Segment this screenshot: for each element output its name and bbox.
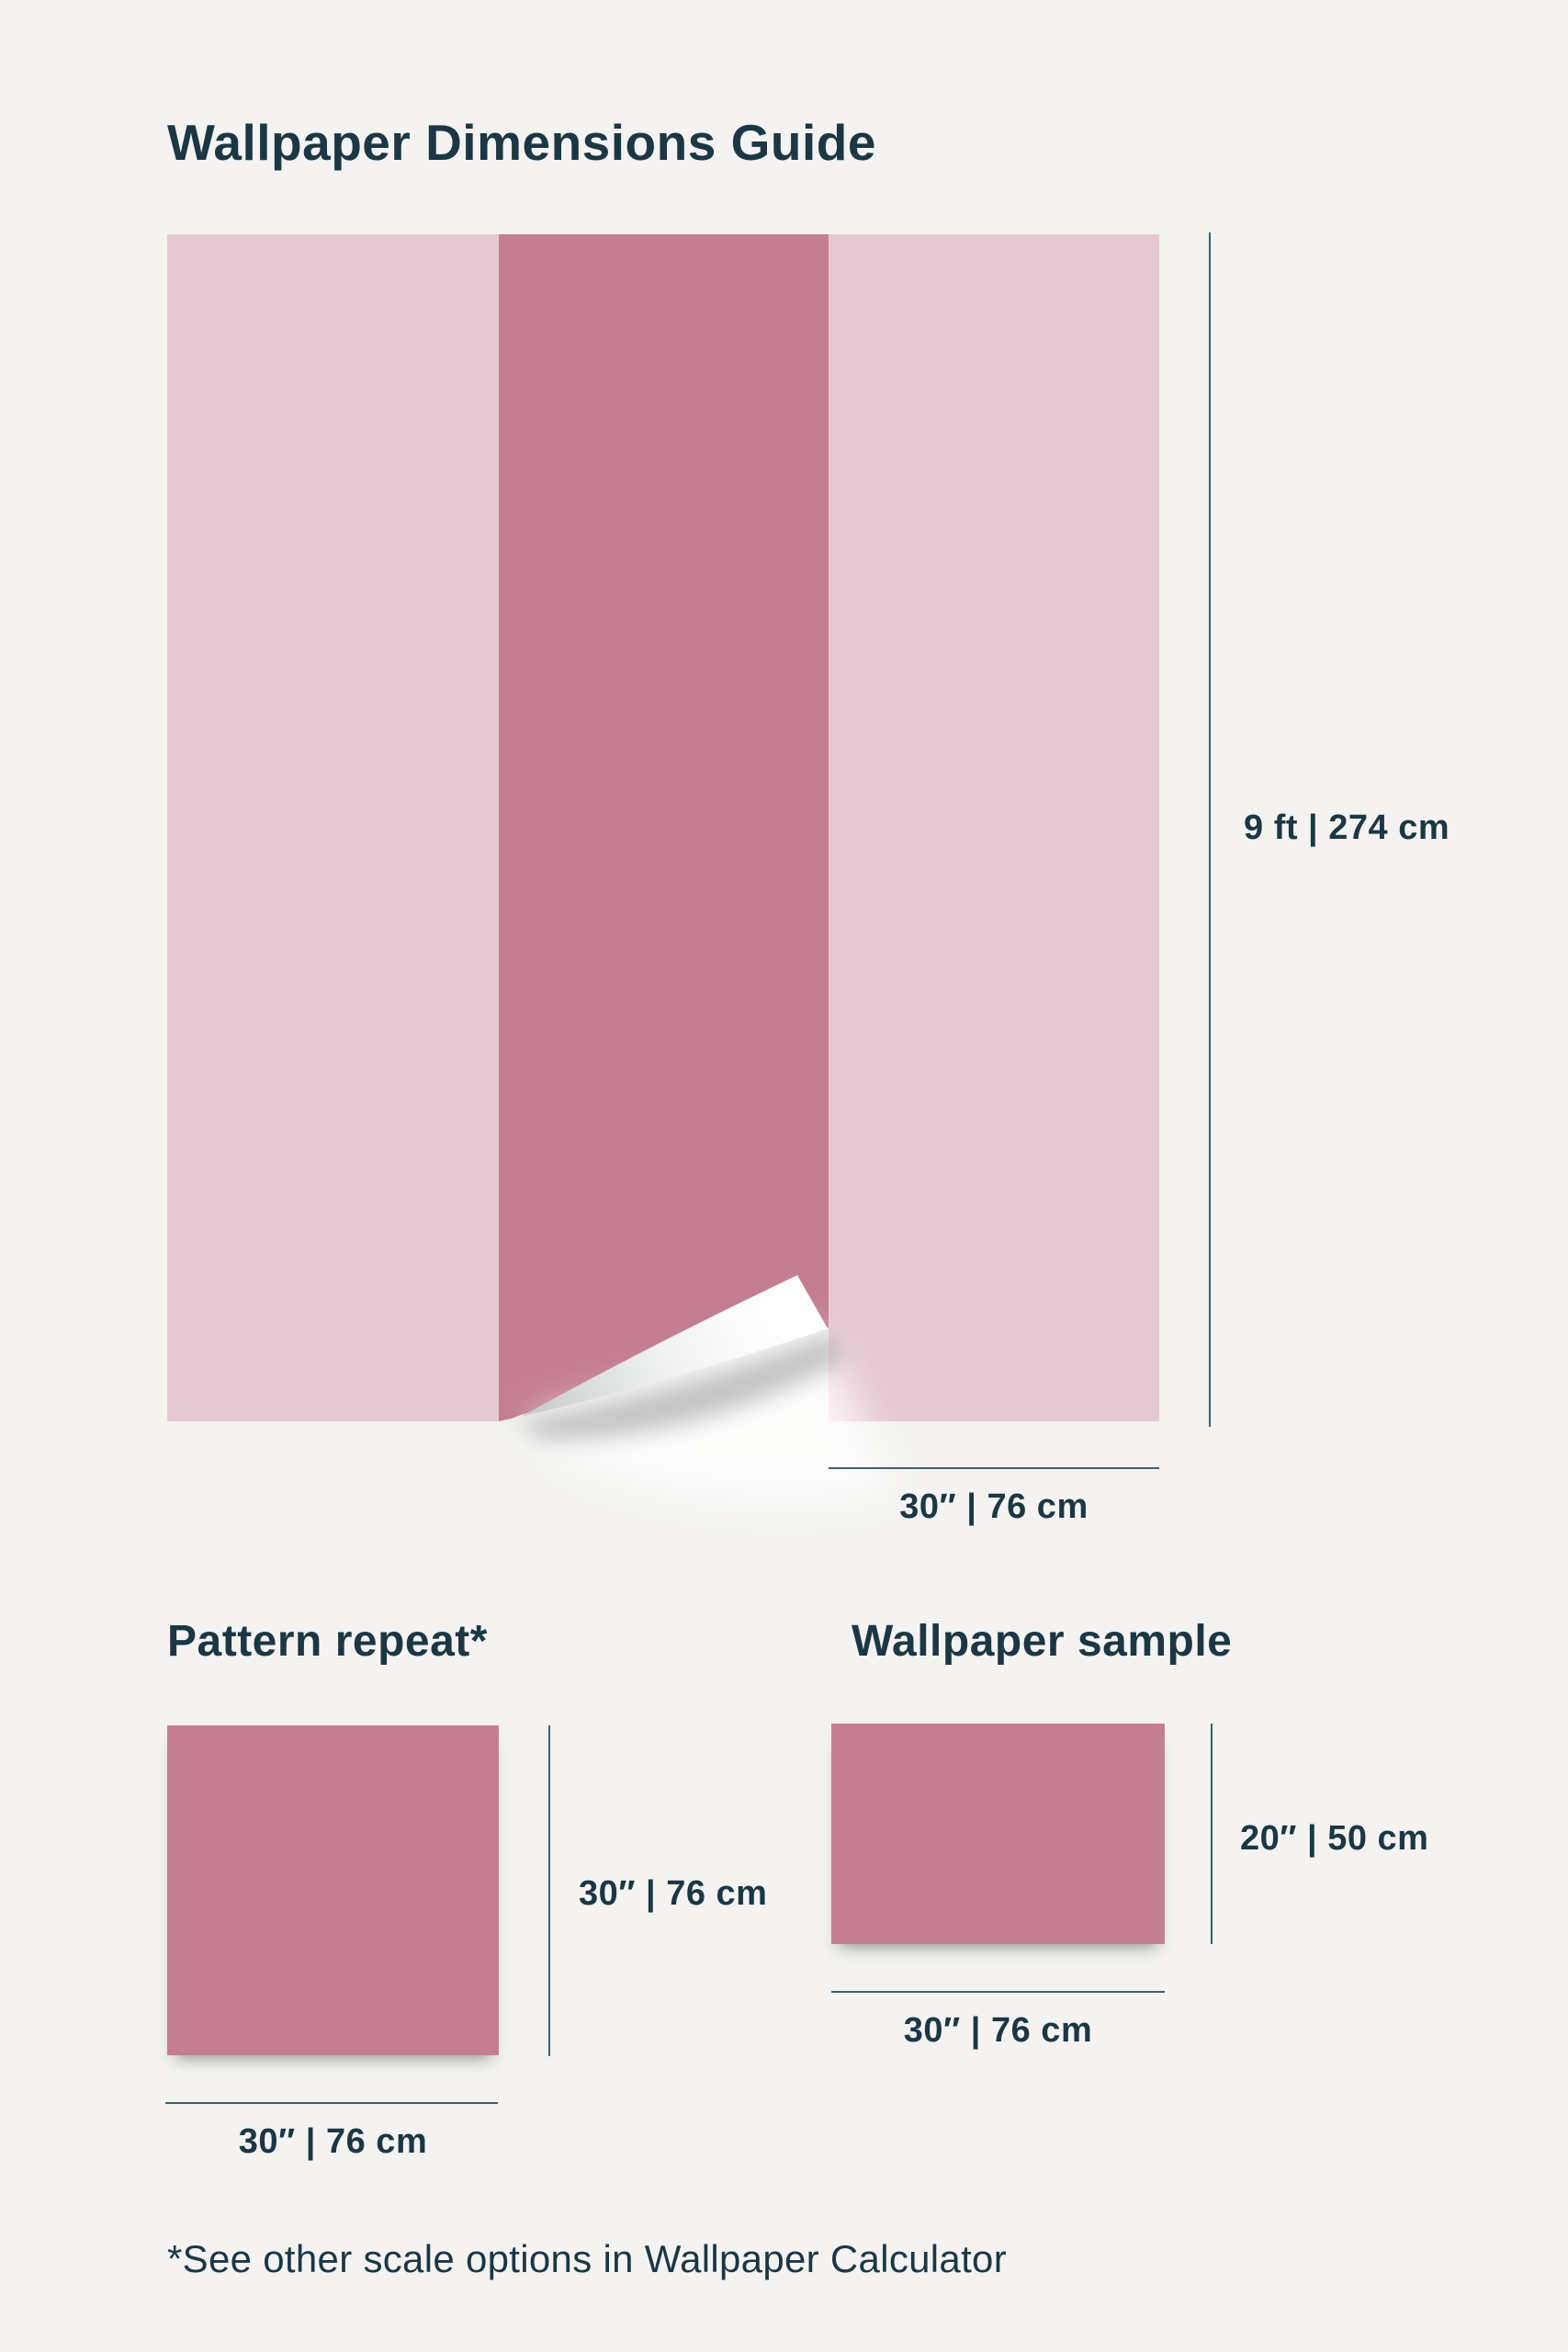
pattern-repeat-height-dimension-line — [548, 1725, 550, 2056]
sample-height-dimension-label: 20″ | 50 cm — [1240, 1819, 1429, 1858]
pattern-repeat-height-dimension-label: 30″ | 76 cm — [579, 1874, 768, 1913]
roll-width-dimension-label: 30″ | 76 cm — [899, 1487, 1089, 1526]
pattern-repeat-width-dimension-line — [165, 2102, 498, 2104]
sample-width-dimension-label: 30″ | 76 cm — [903, 2011, 1093, 2050]
roll-stripe-left — [167, 234, 499, 1421]
roll-stripe-right — [829, 234, 1159, 1421]
sample-height-dimension-line — [1211, 1724, 1213, 1944]
roll-stripe-center — [499, 234, 829, 1421]
roll-width-dimension-line — [829, 1467, 1159, 1469]
page-curl-shadow — [516, 1333, 843, 1441]
page-title: Wallpaper Dimensions Guide — [167, 114, 876, 171]
page-curl — [521, 1275, 828, 1417]
roll-height-dimension-line — [1209, 232, 1211, 1427]
roll-height-dimension-label: 9 ft | 274 cm — [1244, 808, 1450, 847]
pattern-repeat-swatch — [167, 1725, 499, 2055]
footnote: *See other scale options in Wallpaper Ca… — [167, 2237, 1007, 2280]
sample-width-dimension-line — [831, 1991, 1165, 1993]
pattern-repeat-heading: Pattern repeat* — [167, 1617, 488, 1666]
wallpaper-sample-heading: Wallpaper sample — [852, 1617, 1233, 1666]
pattern-repeat-width-dimension-label: 30″ | 76 cm — [238, 2122, 428, 2161]
roll-diagram — [167, 234, 1159, 1501]
wallpaper-sample-swatch — [831, 1724, 1165, 1944]
